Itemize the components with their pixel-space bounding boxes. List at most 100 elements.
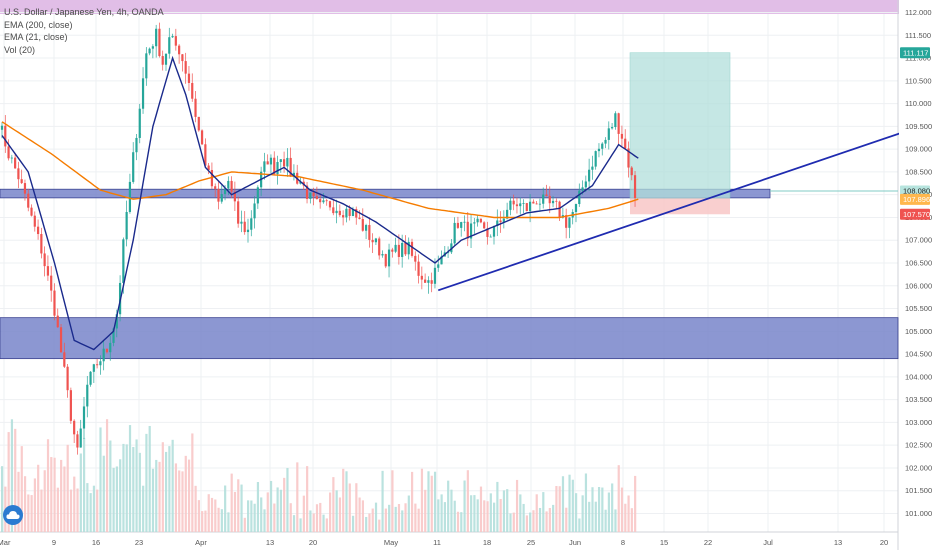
candle	[66, 366, 69, 391]
time-tick-label: 23	[135, 538, 143, 547]
time-tick-label: 16	[92, 538, 100, 547]
candle	[627, 148, 630, 168]
candle	[584, 181, 587, 188]
tradingview-cloud-icon[interactable]	[3, 505, 23, 525]
volume-bar	[102, 455, 105, 532]
volume-bar	[433, 471, 437, 532]
trendline-group[interactable]	[437, 125, 921, 292]
volume-bar	[319, 502, 322, 532]
candle	[617, 113, 620, 134]
volume-bar	[456, 511, 460, 532]
volume-bar	[73, 476, 76, 532]
volume-bar	[571, 479, 574, 532]
volume-bar	[447, 480, 450, 532]
volume-bar	[584, 473, 588, 532]
candle	[384, 254, 387, 267]
volume-bar	[535, 494, 538, 532]
candle	[355, 209, 358, 218]
price-tick-label: 109.000	[905, 145, 932, 154]
price-badge	[900, 193, 930, 205]
volume-bar	[220, 509, 223, 532]
candle	[358, 217, 361, 220]
volume-bar	[250, 500, 253, 532]
candle	[551, 200, 555, 204]
volume-bar	[10, 419, 14, 532]
volume-bar	[466, 470, 469, 532]
candle	[315, 196, 318, 200]
volume-bar	[483, 500, 486, 532]
candle	[109, 342, 112, 353]
candle	[59, 327, 63, 353]
price-tick-label: 103.000	[905, 418, 932, 427]
volume-bar	[601, 487, 604, 532]
indicator-ema21[interactable]: EMA (21, close)	[4, 32, 68, 42]
price-axis[interactable]: 112.000111.500111.000110.500110.000109.5…	[899, 0, 932, 550]
volume-bar	[388, 504, 391, 532]
candle	[538, 203, 542, 205]
volume-bar	[332, 477, 335, 532]
volume-bar	[532, 510, 535, 532]
volume-bar	[417, 508, 420, 532]
candle	[174, 36, 177, 46]
volume-bar	[148, 425, 151, 532]
candle	[135, 137, 138, 153]
volume-bar	[155, 459, 158, 532]
candle	[338, 210, 341, 216]
volume-bar	[224, 485, 227, 532]
candle	[269, 157, 273, 165]
volume-bar	[329, 492, 332, 532]
candle	[200, 130, 204, 145]
volume-bar	[151, 468, 155, 532]
candle	[486, 228, 489, 237]
volume-bar	[243, 517, 246, 532]
candle	[73, 420, 76, 435]
candle	[86, 384, 89, 407]
price-badge-label: 107.896	[903, 195, 930, 204]
volume-bar	[476, 499, 479, 532]
volume-bar	[404, 503, 407, 532]
candle	[207, 165, 210, 170]
indicator-ema200[interactable]: EMA (200, close)	[4, 19, 73, 30]
volume-bar	[30, 495, 33, 532]
volume-bar	[548, 507, 551, 532]
time-tick-label: 25	[527, 538, 535, 547]
candle	[509, 200, 512, 210]
time-tick-label: 9	[52, 538, 56, 547]
candle	[374, 238, 378, 243]
candle	[578, 190, 581, 205]
indicator-volume[interactable]: Vol (20)	[4, 44, 36, 55]
candle	[325, 200, 328, 202]
price-tick-label: 101.500	[905, 486, 932, 495]
price-tick-label: 111.500	[905, 31, 931, 40]
candle	[351, 209, 355, 217]
candle	[14, 157, 17, 169]
candle	[381, 254, 384, 256]
volume-bar	[161, 442, 164, 532]
time-axis[interactable]: Mar 9 16 23 Apr 13 20 May 11 18 25 Jun 8 15 22 Jul 13 20	[0, 538, 888, 547]
price-tick-label: 102.500	[905, 441, 932, 450]
position-tool[interactable]	[629, 52, 731, 215]
candle	[299, 181, 302, 184]
volume-bar	[542, 492, 545, 532]
volume-bar	[125, 444, 128, 532]
volume-bar	[135, 439, 138, 532]
volume-bar	[381, 470, 384, 532]
volume-bar	[322, 514, 325, 532]
volume-bar	[83, 437, 86, 532]
volume-bar	[69, 489, 73, 532]
candle	[4, 125, 7, 147]
volume-bar	[558, 486, 561, 532]
volume-bar	[263, 509, 266, 532]
candle	[230, 180, 233, 192]
candle	[132, 152, 135, 182]
candle	[368, 225, 371, 240]
volume-bar	[368, 513, 371, 532]
candle	[319, 199, 322, 203]
time-tick-label: 18	[483, 538, 491, 547]
volume-bar	[315, 504, 319, 532]
volume-bar	[624, 503, 627, 532]
price-tick-label: 109.500	[905, 122, 932, 131]
volume-bar	[27, 494, 30, 532]
candle	[23, 183, 27, 194]
